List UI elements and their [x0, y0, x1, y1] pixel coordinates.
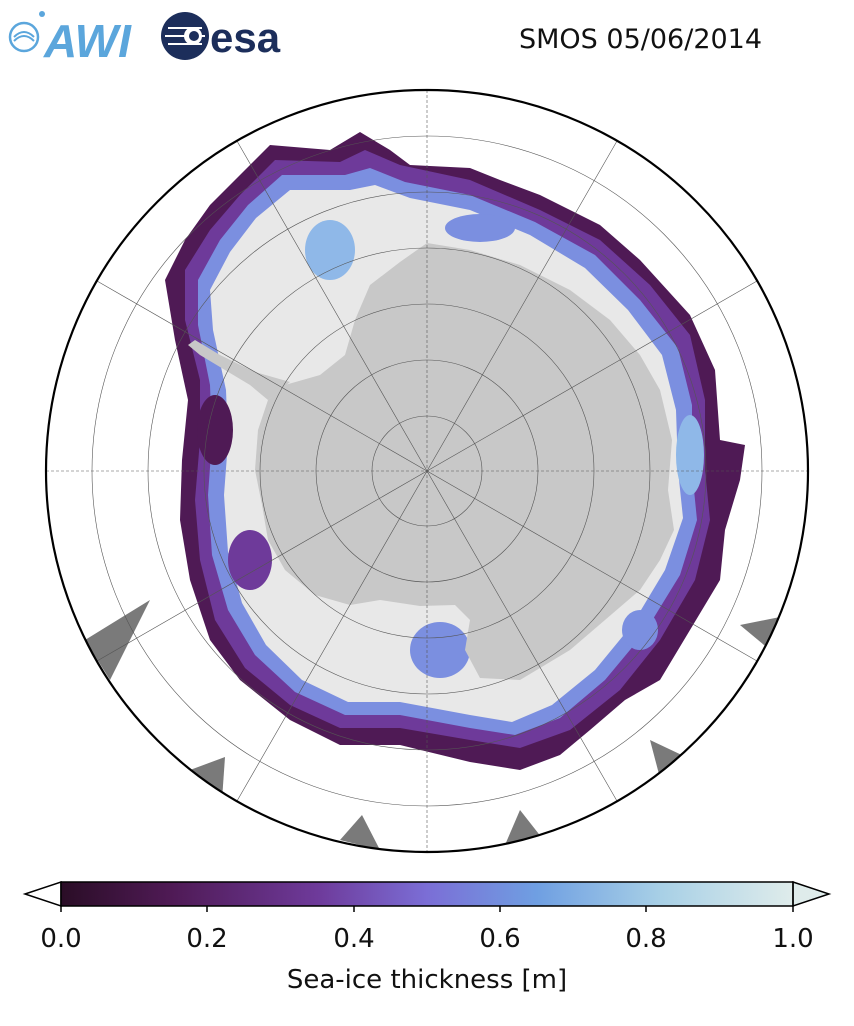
colorbar-tick-label: 0.2: [186, 924, 228, 954]
colorbar: [22, 880, 832, 912]
graticule: [46, 90, 808, 852]
sea-ice-patches: [197, 214, 704, 678]
polar-map: [44, 88, 810, 854]
colorbar-gradient: [61, 882, 793, 906]
awi-logo-text: AWI: [43, 15, 132, 67]
map-boundary: [44, 88, 810, 854]
awi-logo: AWI: [8, 11, 132, 67]
map-title: SMOS 05/06/2014: [519, 24, 763, 55]
antarctica-land: [255, 243, 674, 680]
logo-bar: AWI esa: [0, 0, 360, 80]
colorbar-tick-label: 0.6: [479, 924, 521, 954]
land-mask-west: [85, 600, 150, 680]
colorbar-tick-label: 1.0: [772, 924, 814, 954]
colorbar-tick-label: 0.8: [625, 924, 667, 954]
esa-logo-text: esa: [210, 14, 281, 61]
colorbar-extend-max: [792, 880, 832, 908]
colorbar-tick-label: 0.4: [333, 924, 375, 954]
esa-logo: esa: [161, 12, 281, 61]
colorbar-label: Sea-ice thickness [m]: [286, 965, 568, 995]
colorbar-tick-label: 0.0: [40, 924, 82, 954]
colorbar-ticks: [60, 906, 794, 912]
land-mask-south-1: [340, 815, 380, 850]
land-mask-southeast: [650, 740, 686, 778]
logos-svg: AWI esa: [8, 11, 281, 67]
antarctic-peninsula: [188, 340, 290, 400]
colorbar-extend-min: [22, 880, 62, 908]
